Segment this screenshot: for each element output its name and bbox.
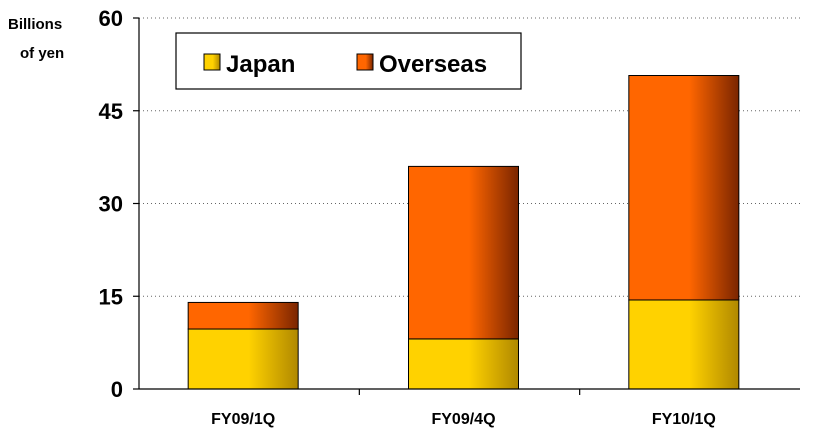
tick-labels: 0 15 30 45 60	[99, 6, 123, 402]
bar-japan-2	[408, 338, 519, 390]
y-tick-label: 60	[99, 6, 123, 31]
bar-japan-1	[187, 328, 299, 390]
bars	[187, 75, 740, 395]
bar-overseas-2	[408, 165, 519, 340]
legend-swatch-japan	[203, 53, 221, 71]
category-label: FY09/1Q	[211, 411, 275, 428]
category-label: FY10/1Q	[652, 411, 716, 428]
legend: Japan Overseas	[175, 32, 522, 90]
bar-overseas-3	[628, 75, 740, 301]
y-tick-label: 45	[99, 99, 123, 124]
axes	[133, 17, 800, 390]
legend-label-overseas: Overseas	[379, 51, 487, 78]
y-axis-label-line-1: Billions	[8, 16, 62, 33]
category-label: FY09/4Q	[431, 411, 495, 428]
legend-box	[175, 32, 522, 90]
y-tick-label: 30	[99, 192, 123, 217]
category-labels: FY09/1Q FY09/4Q FY10/1Q	[211, 411, 716, 428]
bar-overseas-1	[187, 301, 299, 330]
y-axis-label-line-2: of yen	[20, 45, 64, 62]
bar-japan-3	[628, 299, 740, 390]
legend-swatch-overseas	[356, 53, 374, 71]
y-tick-label: 0	[111, 377, 123, 402]
y-tick-label: 15	[99, 284, 123, 309]
legend-label-japan: Japan	[226, 51, 295, 78]
